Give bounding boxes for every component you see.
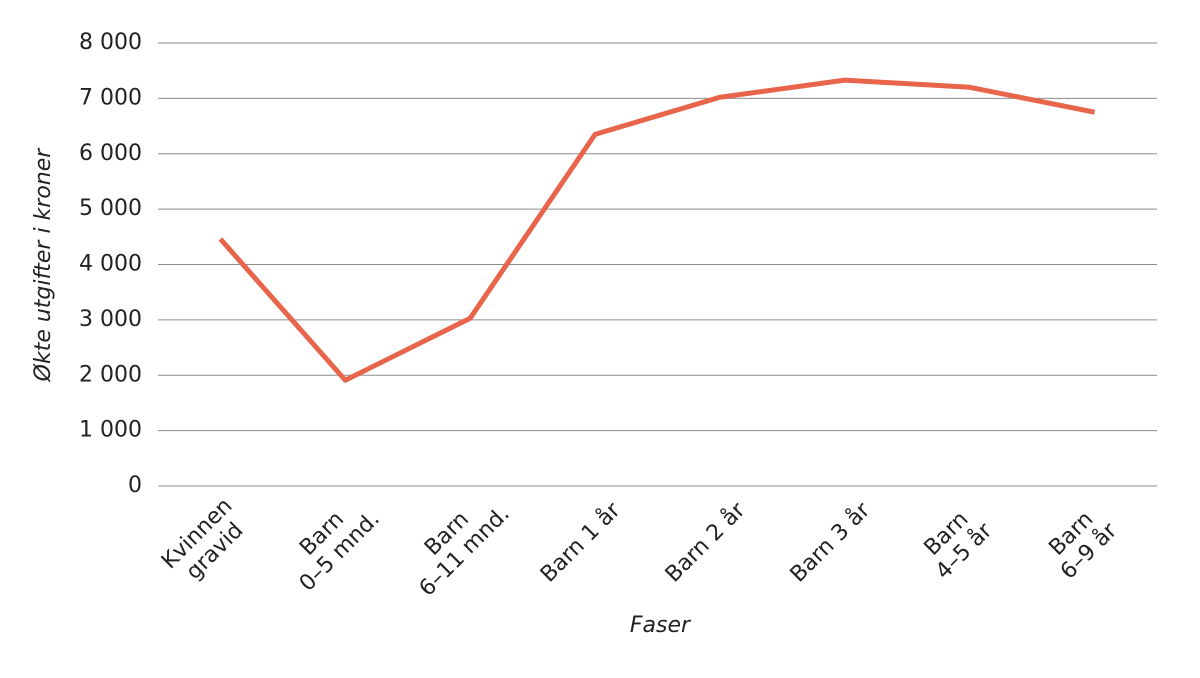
- y-tick-label: 3 000: [79, 307, 142, 332]
- x-tick-label: Kvinnengravid: [157, 494, 255, 592]
- y-tick-label: 6 000: [79, 141, 142, 166]
- x-tick-label: Barn6–11 mnd.: [397, 484, 515, 602]
- y-tick-label: 7 000: [79, 85, 142, 110]
- y-axis-title: Økte utgifter i kroner: [31, 147, 56, 383]
- x-tick-label: Barn 2 år: [660, 496, 751, 587]
- x-tick-label: Barn6–9 år: [1038, 500, 1122, 584]
- y-tick-label: 4 000: [79, 252, 142, 277]
- x-tick-label: Barn4–5 år: [913, 500, 997, 584]
- y-tick-label: 2 000: [79, 362, 142, 387]
- x-axis-title: Faser: [630, 613, 692, 638]
- data-line: [218, 77, 1096, 383]
- x-tick-label: Barn 1 år: [535, 496, 626, 587]
- x-tick-label: Barn0–5 mnd.: [277, 489, 385, 597]
- y-tick-label: 1 000: [79, 418, 142, 443]
- y-tick-label: 8 000: [79, 30, 142, 55]
- y-tick-label: 5 000: [79, 196, 142, 221]
- x-tick-label: Barn 3 år: [785, 496, 876, 587]
- y-tick-label: 0: [128, 473, 142, 498]
